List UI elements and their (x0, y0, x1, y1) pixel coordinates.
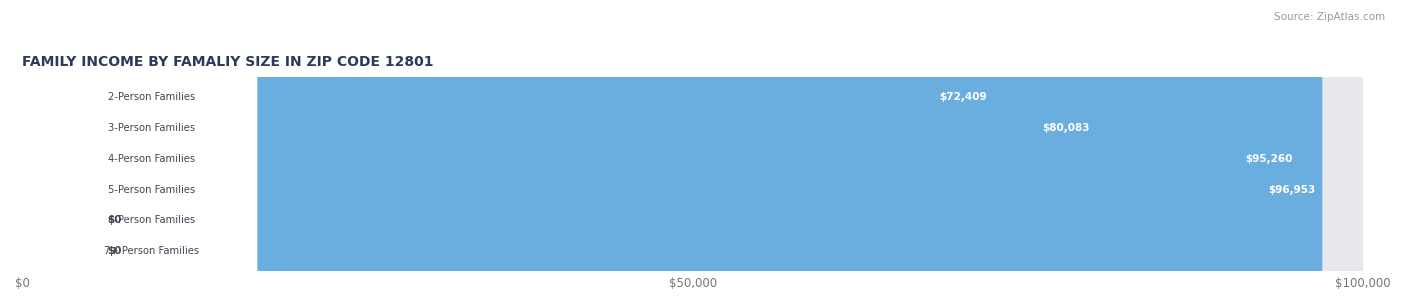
FancyBboxPatch shape (22, 0, 96, 305)
Text: Source: ZipAtlas.com: Source: ZipAtlas.com (1274, 12, 1385, 22)
Text: FAMILY INCOME BY FAMALIY SIZE IN ZIP CODE 12801: FAMILY INCOME BY FAMALIY SIZE IN ZIP COD… (22, 55, 434, 69)
Text: 5-Person Families: 5-Person Families (108, 185, 195, 195)
Text: $80,083: $80,083 (1042, 123, 1090, 133)
FancyBboxPatch shape (22, 0, 1364, 305)
FancyBboxPatch shape (22, 0, 257, 305)
FancyBboxPatch shape (22, 0, 257, 305)
Text: 7+ Person Families: 7+ Person Families (104, 246, 200, 257)
FancyBboxPatch shape (22, 0, 257, 305)
FancyBboxPatch shape (22, 0, 1364, 305)
Text: 3-Person Families: 3-Person Families (108, 123, 195, 133)
Text: 2-Person Families: 2-Person Families (108, 92, 195, 102)
FancyBboxPatch shape (22, 0, 257, 305)
FancyBboxPatch shape (22, 0, 1322, 305)
Text: 6-Person Families: 6-Person Families (108, 215, 195, 225)
Text: $72,409: $72,409 (939, 92, 987, 102)
FancyBboxPatch shape (22, 0, 257, 305)
Text: $0: $0 (107, 246, 121, 257)
FancyBboxPatch shape (22, 0, 257, 305)
FancyBboxPatch shape (22, 0, 96, 305)
Text: $95,260: $95,260 (1246, 154, 1294, 164)
FancyBboxPatch shape (22, 0, 1364, 305)
FancyBboxPatch shape (22, 0, 1097, 305)
FancyBboxPatch shape (22, 0, 1364, 305)
FancyBboxPatch shape (22, 0, 1364, 305)
Text: $0: $0 (107, 215, 121, 225)
FancyBboxPatch shape (22, 0, 1299, 305)
Text: 4-Person Families: 4-Person Families (108, 154, 195, 164)
Text: $96,953: $96,953 (1268, 185, 1316, 195)
FancyBboxPatch shape (22, 0, 993, 305)
FancyBboxPatch shape (22, 0, 1364, 305)
